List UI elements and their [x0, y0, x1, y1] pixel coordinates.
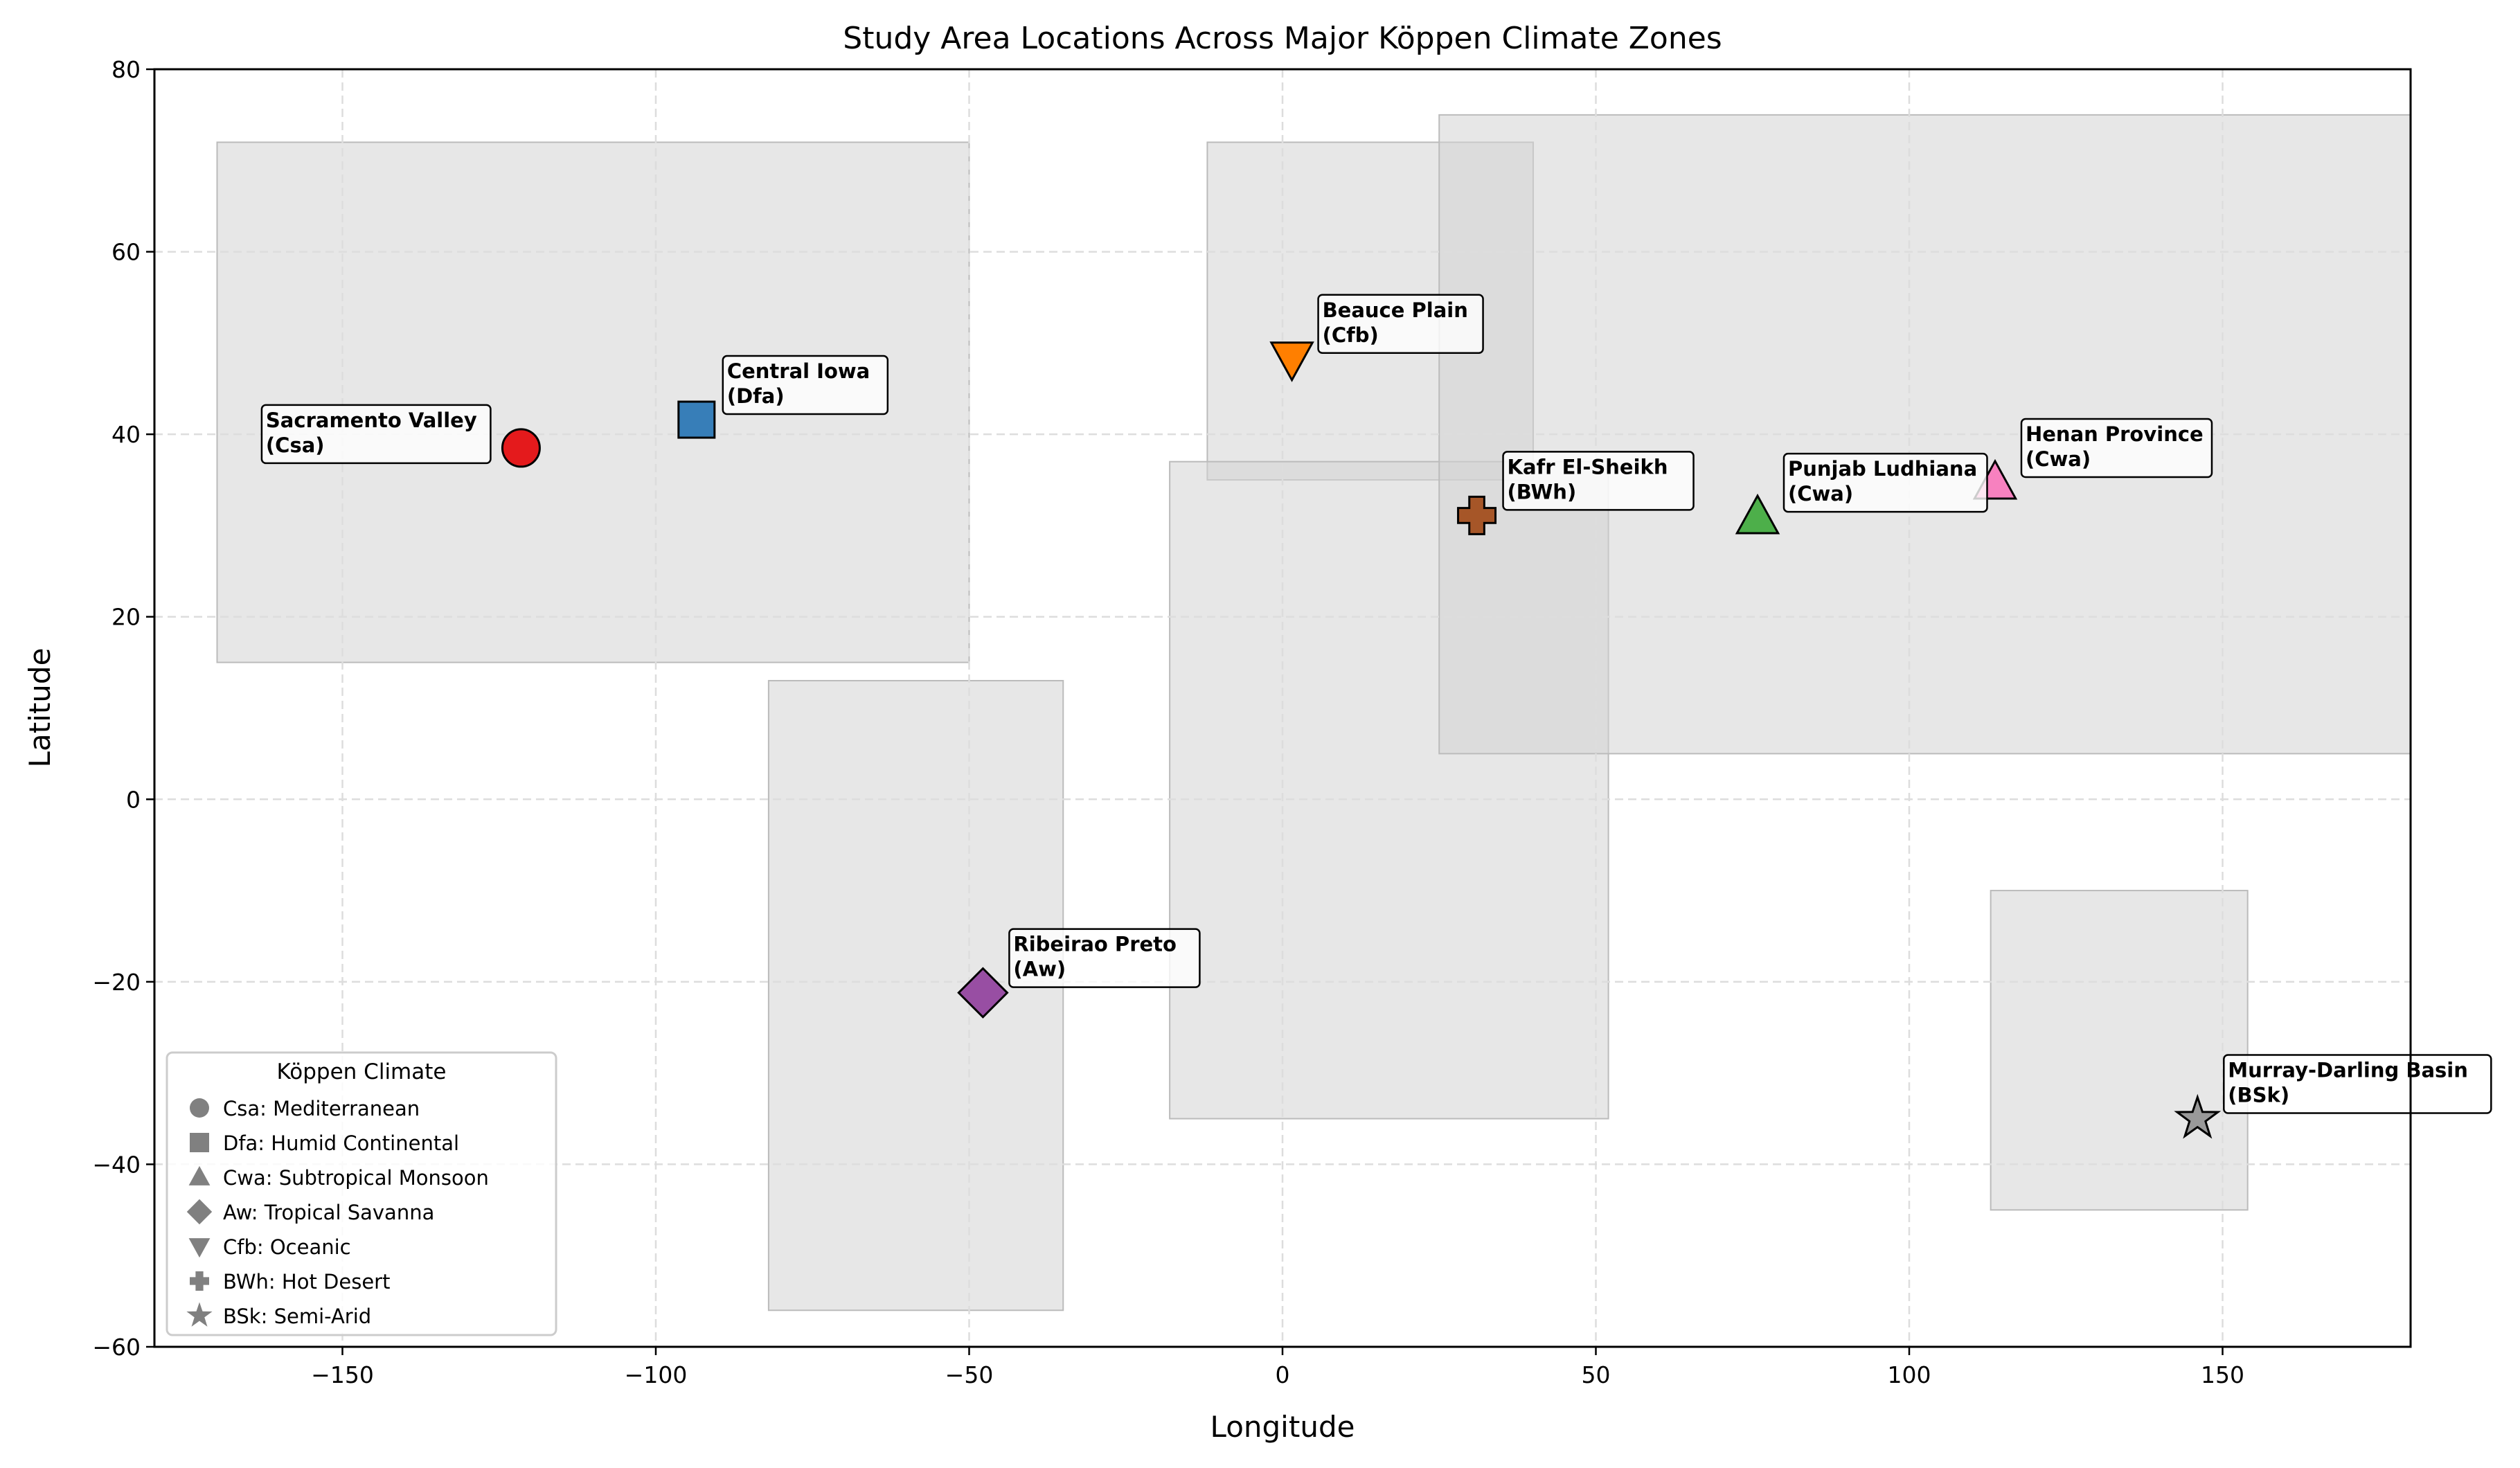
- x-tick-label: 150: [2201, 1361, 2244, 1388]
- label-climate: (BWh): [1508, 480, 1577, 503]
- legend-marker-circle: [190, 1098, 209, 1118]
- label-climate: (Csa): [266, 433, 325, 457]
- label-name: Punjab Ludhiana: [1788, 457, 1977, 481]
- y-tick-label: −60: [92, 1334, 141, 1361]
- marker-aw: [957, 967, 1009, 1019]
- legend-entry: Cwa: Subtropical Monsoon: [223, 1166, 489, 1190]
- label-climate: (Dfa): [727, 384, 785, 408]
- point-label: Kafr El-Sheikh(BWh): [1502, 451, 1695, 511]
- climate-region: [767, 679, 1064, 1312]
- label-box: [722, 355, 889, 415]
- legend-box: [166, 1051, 557, 1336]
- point-label: Murray-Darling Basin(BSk): [2223, 1054, 2492, 1114]
- label-name: Kafr El-Sheikh: [1508, 455, 1668, 478]
- label-name: Beauce Plain: [1323, 298, 1468, 322]
- marker-bwh: [1457, 495, 1497, 535]
- label-box: [1008, 928, 1201, 988]
- label-name: Henan Province: [2026, 422, 2204, 446]
- legend-marker-diamond: [186, 1199, 213, 1225]
- label-box: [2020, 418, 2213, 478]
- y-tick-label: −20: [92, 969, 141, 996]
- y-tick-label: 80: [111, 56, 141, 83]
- label-box: [1502, 451, 1695, 511]
- climate-region: [1990, 890, 2249, 1211]
- label-box: [2223, 1054, 2492, 1114]
- marker-cfb: [1269, 341, 1314, 382]
- legend-marker-triangle-up: [188, 1165, 211, 1185]
- legend-marker-star: [186, 1302, 213, 1327]
- marker-bsk: [2174, 1093, 2222, 1139]
- label-climate: (Aw): [1013, 958, 1066, 981]
- y-tick-label: −40: [92, 1151, 141, 1178]
- label-name: Ribeirao Preto: [1013, 933, 1177, 956]
- marker-csa: [501, 428, 541, 468]
- legend-title: Köppen Climate: [277, 1059, 447, 1084]
- label-name: Murray-Darling Basin: [2228, 1059, 2468, 1082]
- point-label: Central Iowa(Dfa): [722, 355, 889, 415]
- point-labels: Sacramento Valley(Csa) Central Iowa(Dfa) B…: [260, 294, 2492, 1114]
- legend-marker-triangle-down: [188, 1238, 211, 1258]
- label-box: [260, 404, 492, 465]
- marker-cwa: [1735, 493, 1780, 535]
- x-tick-label: 50: [1582, 1361, 1611, 1388]
- legend-entry: BSk: Semi-Arid: [223, 1305, 371, 1328]
- point-label: Henan Province(Cwa): [2020, 418, 2213, 478]
- point-label: Beauce Plain(Cfb): [1317, 294, 1484, 355]
- data-points: [501, 341, 2222, 1139]
- legend-entry: BWh: Hot Desert: [223, 1270, 390, 1294]
- legend-marker-square: [190, 1133, 209, 1152]
- x-tick-label: 0: [1276, 1361, 1290, 1388]
- y-tick-label: 20: [111, 604, 141, 631]
- x-tick-label: −150: [311, 1361, 374, 1388]
- y-tick-label: 40: [111, 421, 141, 448]
- legend: Köppen Climate Csa: Mediterranean Dfa: Hu…: [166, 1051, 557, 1336]
- x-tick-label: −50: [945, 1361, 994, 1388]
- chart-title: Study Area Locations Across Major Köppen…: [843, 21, 1722, 56]
- point-label: Ribeirao Preto(Aw): [1008, 928, 1201, 988]
- y-tick-label: 0: [126, 786, 141, 813]
- label-climate: (Cwa): [2026, 447, 2091, 471]
- x-tick-label: 100: [1888, 1361, 1931, 1388]
- label-climate: (Cfb): [1323, 323, 1379, 347]
- marker-dfa: [677, 400, 716, 439]
- point-label: Sacramento Valley(Csa): [260, 404, 492, 465]
- legend-entry: Aw: Tropical Savanna: [223, 1201, 434, 1224]
- label-box: [1782, 452, 1988, 513]
- legend-marker-plus: [190, 1271, 209, 1291]
- x-axis-label: Longitude: [1210, 1410, 1355, 1444]
- label-climate: (BSk): [2228, 1084, 2289, 1107]
- label-name: Sacramento Valley: [266, 409, 477, 432]
- axis-ticks: −150 −100 −50 0 50 100 150 −60 −40 −20 0 20 40 60 80: [92, 56, 2244, 1388]
- legend-entry: Csa: Mediterranean: [223, 1097, 420, 1120]
- label-climate: (Cwa): [1788, 482, 1853, 505]
- label-name: Central Iowa: [727, 359, 870, 383]
- legend-entry: Dfa: Humid Continental: [223, 1131, 459, 1155]
- y-axis-label: Latitude: [23, 648, 57, 768]
- x-tick-label: −100: [625, 1361, 688, 1388]
- point-label: Punjab Ludhiana(Cwa): [1782, 452, 1988, 513]
- label-box: [1317, 294, 1484, 355]
- y-tick-label: 60: [111, 239, 141, 266]
- legend-entry: Cfb: Oceanic: [223, 1235, 351, 1259]
